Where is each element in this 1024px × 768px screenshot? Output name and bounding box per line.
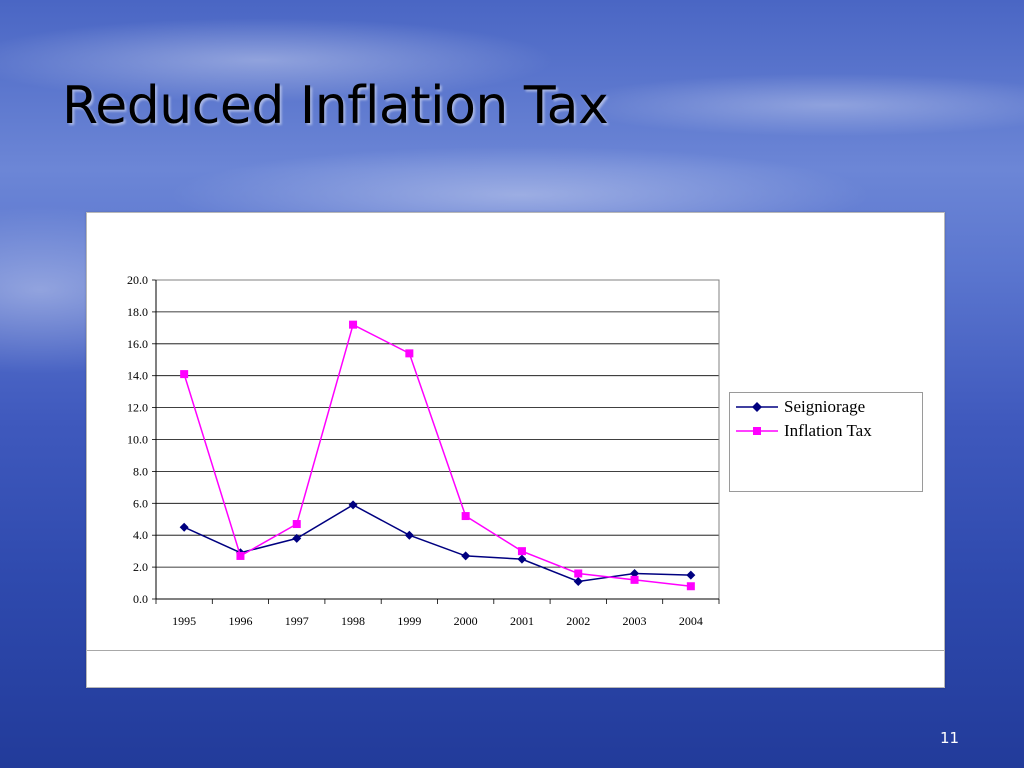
data-point-inflation-tax	[349, 320, 358, 329]
legend-item-seigniorage: Seigniorage	[734, 397, 920, 417]
x-tick-label: 2001	[510, 614, 534, 628]
data-point-seigniorage	[573, 576, 583, 586]
y-tick-label: 12.0	[127, 401, 148, 415]
data-point-inflation-tax	[236, 551, 245, 560]
series-line-seigniorage	[183, 504, 691, 583]
x-tick-label: 1995	[172, 614, 196, 628]
line-chart: 0.0 2.0 4.0 6.0 8.0 10.0 12.0 14.0 16.0 18.0 20.0 1…	[127, 273, 720, 687]
panel-divider	[87, 650, 944, 651]
y-tick-label: 10.0	[127, 433, 148, 447]
y-tick-label: 2.0	[133, 560, 148, 574]
data-point-seigniorage	[686, 570, 696, 580]
x-tick-label: 1999	[397, 614, 421, 628]
y-tick-label: 0.0	[133, 592, 148, 606]
x-tick-label: 1997	[285, 614, 309, 628]
y-tick-label: 8.0	[133, 464, 148, 478]
data-point-inflation-tax	[517, 547, 526, 556]
chart-legend: Seigniorage Inflation Tax	[729, 392, 923, 492]
x-tick-label: 2003	[623, 614, 647, 628]
data-point-seigniorage	[630, 568, 640, 578]
data-point-inflation-tax	[461, 512, 470, 521]
series-line-inflation-tax	[183, 323, 691, 587]
data-point-seigniorage	[179, 522, 189, 532]
data-point-seigniorage	[461, 551, 471, 561]
data-point-inflation-tax	[180, 370, 189, 379]
data-point-seigniorage	[517, 554, 527, 564]
data-point-seigniorage	[348, 500, 358, 510]
legend-item-inflation-tax: Inflation Tax	[734, 421, 920, 441]
x-tick-label: 2002	[566, 614, 590, 628]
y-tick-label: 6.0	[133, 496, 148, 510]
x-tick-label: 2000	[454, 614, 478, 628]
legend-label-inflation-tax: Inflation Tax	[784, 421, 872, 440]
data-point-inflation-tax	[405, 349, 414, 358]
y-tick-label: 14.0	[127, 369, 148, 383]
y-tick-label: 20.0	[127, 273, 148, 287]
data-point-seigniorage	[404, 530, 414, 540]
y-tick-label: 16.0	[127, 337, 148, 351]
data-point-inflation-tax	[686, 582, 695, 591]
chart-panel: 0.0 2.0 4.0 6.0 8.0 10.0 12.0 14.0 16.0 18.0 20.0 1…	[86, 212, 945, 688]
y-tick-label: 4.0	[133, 528, 148, 542]
x-tick-label: 1998	[341, 614, 365, 628]
data-point-inflation-tax	[574, 569, 583, 578]
slide-title: Reduced Inflation Tax	[62, 76, 609, 136]
data-point-inflation-tax	[630, 575, 639, 584]
legend-swatch-seigniorage	[736, 402, 778, 412]
x-tick-label: 1996	[228, 614, 252, 628]
legend-label-seigniorage: Seigniorage	[784, 397, 866, 416]
page-number: 11	[940, 729, 960, 747]
data-point-inflation-tax	[292, 520, 301, 529]
legend-swatch-inflation-tax	[736, 427, 778, 435]
data-point-seigniorage	[292, 533, 302, 543]
y-tick-label: 18.0	[127, 305, 148, 319]
x-tick-label: 2004	[679, 614, 703, 628]
plot-base-strip	[156, 599, 719, 687]
